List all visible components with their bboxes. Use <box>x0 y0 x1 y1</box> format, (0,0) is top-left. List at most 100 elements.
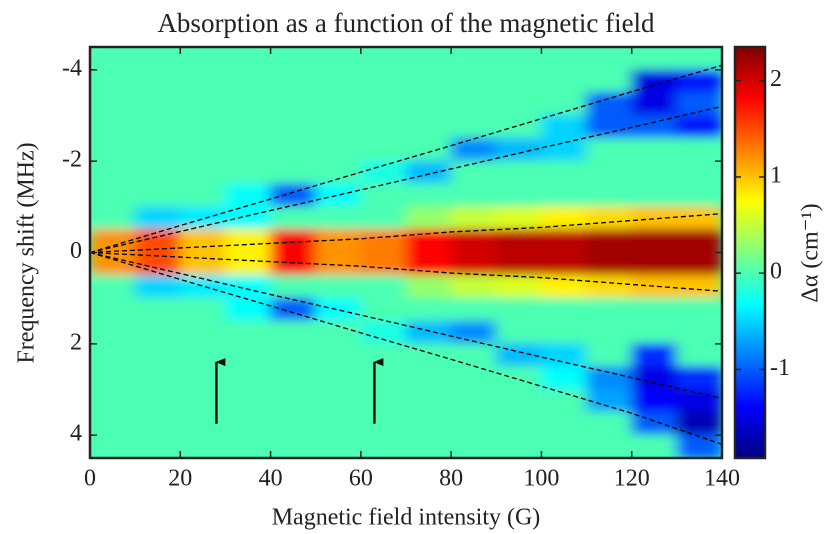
heatmap-cell <box>495 434 542 458</box>
heatmap-cell <box>360 92 407 116</box>
heatmap-cell <box>224 252 272 276</box>
heatmap-cell <box>450 115 497 139</box>
heatmap-cell <box>270 320 317 345</box>
heatmap-cell <box>90 92 136 116</box>
heatmap-cell <box>179 320 226 345</box>
heatmap-cell <box>270 434 317 458</box>
heatmap-cell <box>586 343 633 368</box>
heatmap-cell <box>495 160 542 185</box>
heatmap-cell <box>270 137 317 162</box>
heatmap-cell <box>631 115 678 139</box>
heatmap-cell <box>450 320 497 345</box>
heatmap-cell <box>90 252 136 276</box>
heatmap-cell <box>134 274 181 299</box>
heatmap-cell <box>90 274 136 299</box>
heatmap-cell <box>631 411 678 436</box>
heatmap-cell <box>134 389 181 413</box>
heatmap-cell <box>315 160 362 185</box>
heatmap-cell <box>495 320 542 345</box>
y-axis-label: Frequency shift (MHz) <box>14 142 40 363</box>
heatmap-cell <box>360 366 407 390</box>
heatmap-cell <box>676 411 722 436</box>
y-tick-label: -2 <box>62 147 82 173</box>
heatmap-cell <box>450 389 497 413</box>
heatmap-cell <box>315 47 362 71</box>
heatmap-cell <box>270 229 317 253</box>
heatmap-cell <box>224 411 272 436</box>
heatmap-cell <box>270 92 317 116</box>
heatmap-cell <box>134 160 181 185</box>
heatmap-cell <box>134 183 181 208</box>
heatmap-cell <box>676 343 722 368</box>
heatmap-cell <box>495 297 542 322</box>
dashed-line <box>90 251 722 400</box>
heatmap-cell <box>540 206 588 231</box>
heatmap-cell <box>179 92 226 116</box>
heatmap-cell <box>315 115 362 139</box>
heatmap-cell <box>631 297 678 322</box>
heatmap-cell <box>224 92 272 116</box>
heatmap-cell <box>450 434 497 458</box>
heatmap-cell <box>224 115 272 139</box>
heatmap-cell <box>360 206 407 231</box>
heatmap-cell <box>179 229 226 253</box>
heatmap-cell <box>495 92 542 116</box>
heatmap-cell <box>586 92 633 116</box>
heatmap-cell <box>676 47 722 71</box>
heatmap-cell <box>676 137 722 162</box>
x-tick-label: 40 <box>259 466 283 492</box>
axes: 0 20 40 60 80 100 120 140 -4 -2 0 2 4 -1 0 1 2 <box>62 47 790 492</box>
heatmap-cell <box>450 206 497 231</box>
heatmap-cell <box>360 115 407 139</box>
colorbar-frame <box>733 45 767 460</box>
x-tick-label: 80 <box>439 466 463 492</box>
colorbar <box>735 47 765 458</box>
y-tick-label: 4 <box>70 421 82 447</box>
colorbar-tick-label: 2 <box>770 66 782 92</box>
heatmap-cell <box>450 229 497 253</box>
heatmap-cell <box>631 206 678 231</box>
heatmap-cell <box>676 92 722 116</box>
heatmap-cell <box>224 320 272 345</box>
heatmap-cell <box>631 366 678 390</box>
heatmap-cell <box>90 389 136 413</box>
heatmap-cell <box>540 183 588 208</box>
heatmap-cell <box>90 69 136 94</box>
x-tick-label: 120 <box>614 466 650 492</box>
overlay <box>90 64 722 445</box>
heatmap-cell <box>134 47 181 71</box>
heatmap-cell <box>360 252 407 276</box>
heatmap-cell <box>450 252 497 276</box>
heatmap-cell <box>631 389 678 413</box>
heatmap-cell <box>179 411 226 436</box>
heatmap-cell <box>270 343 317 368</box>
heatmap-cell <box>179 160 226 185</box>
heatmap-cell <box>90 320 136 345</box>
heatmap-cell <box>586 252 633 276</box>
heatmap-cell <box>134 320 181 345</box>
heatmap-cell <box>586 69 633 94</box>
heatmap-cell <box>270 206 317 231</box>
heatmap-cell <box>631 274 678 299</box>
heatmap-cell <box>224 343 272 368</box>
heatmap-cell <box>315 252 362 276</box>
heatmap-cell <box>134 434 181 458</box>
heatmap-cell <box>676 366 722 390</box>
heatmap-cell <box>676 434 722 458</box>
heatmap-cell <box>315 69 362 94</box>
heatmap-cell <box>360 69 407 94</box>
heatmap-cells <box>90 47 722 458</box>
heatmap-cell <box>540 252 588 276</box>
heatmap-cell <box>586 160 633 185</box>
dashed-line <box>90 251 722 292</box>
heatmap-cell <box>224 229 272 253</box>
heatmap-cell <box>315 229 362 253</box>
heatmap-cell <box>90 297 136 322</box>
heatmap-cell <box>405 47 452 71</box>
heatmap-cell <box>540 297 588 322</box>
heatmap-cell <box>315 411 362 436</box>
heatmap-cell <box>405 366 452 390</box>
heatmap-cell <box>676 320 722 345</box>
heatmap-cell <box>179 69 226 94</box>
chart-title: Absorption as a function of the magnetic… <box>157 8 655 38</box>
